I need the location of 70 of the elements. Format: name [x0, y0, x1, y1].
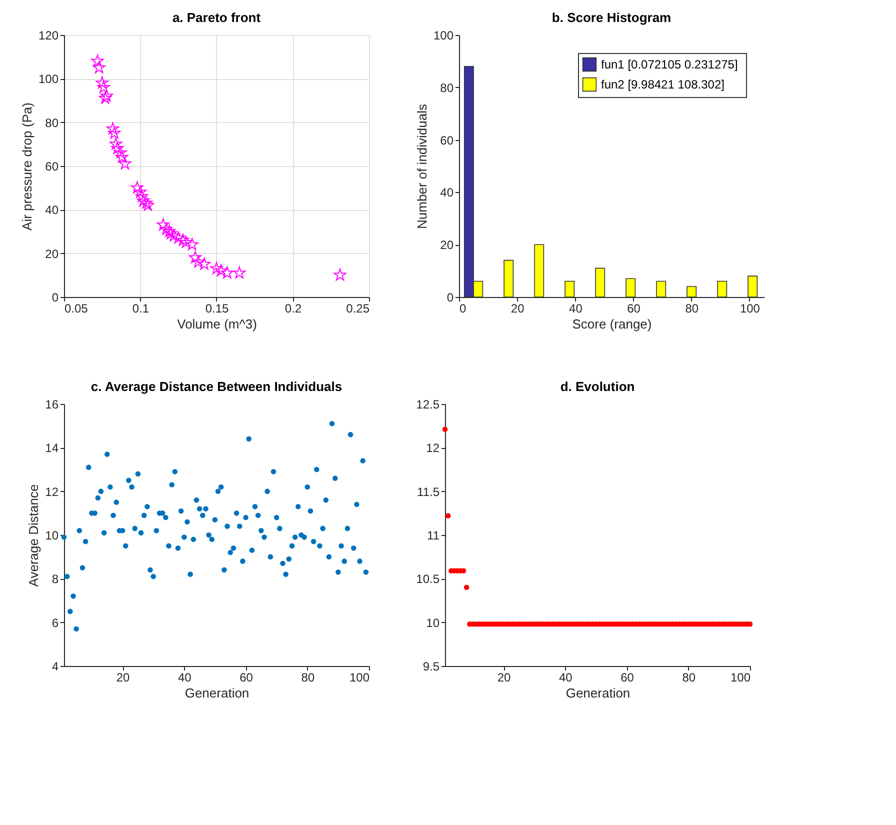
bar — [534, 244, 544, 298]
y-tick-label: 20 — [45, 246, 59, 261]
y-tick-label: 10.5 — [416, 572, 440, 586]
y-tick-label: 40 — [440, 186, 454, 200]
y-tick-label: 14 — [45, 441, 59, 456]
x-tick-label: 80 — [301, 670, 315, 684]
y-axis-title: Air pressure drop (Pa) — [19, 102, 34, 230]
x-axis-title: Score (range) — [572, 316, 652, 332]
x-tick-label: 0.05 — [64, 302, 88, 316]
x-axis-title: Generation — [184, 686, 250, 700]
y-tick-label: 100 — [38, 72, 59, 86]
y-tick-label: 0 — [446, 290, 454, 304]
chart-title: d. Evolution — [560, 379, 635, 394]
x-tick-label: 40 — [569, 302, 583, 316]
bar — [595, 268, 606, 298]
bar — [626, 278, 636, 298]
y-tick-label: 16 — [45, 398, 59, 412]
y-tick-label: 10 — [426, 616, 440, 630]
x-tick-label: 60 — [240, 670, 254, 684]
y-tick-label: 11 — [427, 528, 440, 542]
x-tick-label: 20 — [510, 302, 525, 316]
x-tick-label: 0.1 — [132, 302, 150, 316]
y-tick-label: 40 — [45, 203, 59, 218]
y-tick-label: 60 — [440, 133, 454, 148]
y-tick-label: 8 — [52, 572, 59, 586]
chart-title: a. Pareto front — [172, 10, 262, 25]
y-tick-label: 6 — [52, 616, 59, 630]
y-axis-title: Number of individuals — [414, 104, 430, 230]
y-tick-label: 11.5 — [417, 484, 440, 499]
y-tick-label: 20 — [440, 238, 454, 252]
bar — [748, 276, 758, 298]
y-tick-label: 80 — [440, 80, 454, 95]
y-tick-label: 10 — [45, 528, 59, 542]
y-tick-label: 12 — [45, 484, 59, 499]
chart-title: c. Average Distance Between Individuals — [90, 379, 342, 394]
y-tick-label: 80 — [45, 116, 59, 130]
x-tick-label: 20 — [116, 670, 130, 684]
x-tick-label: 80 — [682, 670, 696, 684]
y-axis-title: Average Distance — [26, 484, 42, 587]
x-tick-label: 60 — [620, 670, 634, 684]
legend-label: fun1 [0.072105 0.231275] — [601, 58, 738, 72]
y-tick-label: 12 — [426, 441, 440, 456]
chart-title: b. Score Histogram — [552, 10, 672, 25]
y-tick-label: 120 — [38, 28, 59, 42]
x-tick-label: 100 — [730, 670, 751, 684]
y-tick-label: 0 — [52, 290, 59, 304]
y-tick-label: 9.5 — [422, 660, 440, 674]
x-axis-title: Volume (m^3) — [177, 316, 257, 332]
x-tick-label: 60 — [627, 302, 641, 316]
bar — [504, 260, 514, 298]
y-tick-label: 12.5 — [416, 398, 440, 412]
x-tick-label: 20 — [497, 670, 512, 684]
bar — [656, 280, 666, 298]
x-axis-title: Generation — [566, 686, 630, 700]
x-tick-label: 0.25 — [346, 302, 370, 316]
x-tick-label: 0 — [460, 302, 466, 316]
x-tick-label: 100 — [740, 302, 760, 316]
x-tick-label: 0.2 — [284, 302, 302, 316]
x-tick-label: 40 — [558, 670, 573, 684]
x-tick-label: 100 — [349, 670, 370, 684]
x-tick-label: 0.15 — [205, 302, 229, 316]
x-tick-label: 80 — [685, 302, 699, 316]
y-tick-label: 100 — [433, 28, 454, 42]
y-tick-label: 60 — [45, 160, 59, 174]
legend-label: fun2 [9.98421 108.302] — [601, 78, 724, 92]
x-tick-label: 40 — [178, 670, 192, 684]
y-tick-label: 4 — [52, 660, 59, 674]
bar — [686, 286, 697, 298]
bar — [717, 280, 728, 298]
bar — [564, 280, 575, 298]
